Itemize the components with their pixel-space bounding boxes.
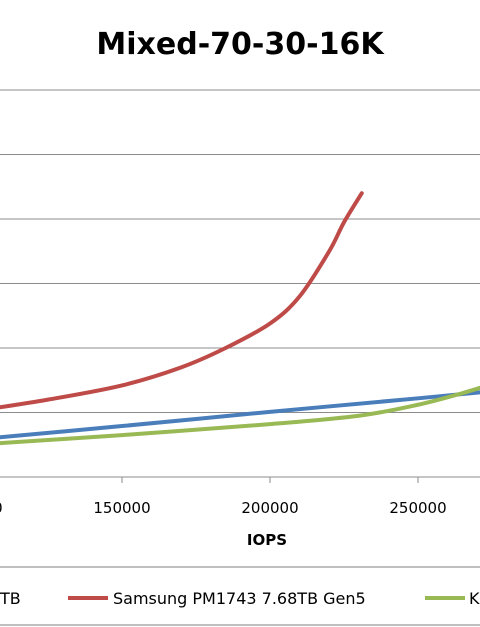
legend: TB Samsung PM1743 7.68TB Gen5 K — [0, 589, 480, 608]
x-axis-label: IOPS — [247, 531, 287, 549]
series-line-3 — [0, 385, 480, 446]
chart-title: Mixed-70-30-16K — [96, 27, 385, 62]
legend-label-3: K — [469, 589, 480, 608]
legend-label-1: TB — [0, 589, 21, 608]
plot-series — [0, 191, 480, 446]
x-tick-label: 250000 — [389, 499, 446, 517]
gridlines — [0, 89, 480, 478]
legend-label-2: Samsung PM1743 7.68TB Gen5 — [113, 589, 366, 608]
x-tick-label: 200000 — [241, 499, 298, 517]
series-line-1 — [0, 390, 480, 440]
x-tick-label: 150000 — [93, 499, 150, 517]
series-line-2 — [0, 191, 364, 410]
x-tick-label: 100000 — [0, 499, 3, 517]
x-axis-ticks: 100000 150000 200000 250000 — [0, 477, 447, 517]
